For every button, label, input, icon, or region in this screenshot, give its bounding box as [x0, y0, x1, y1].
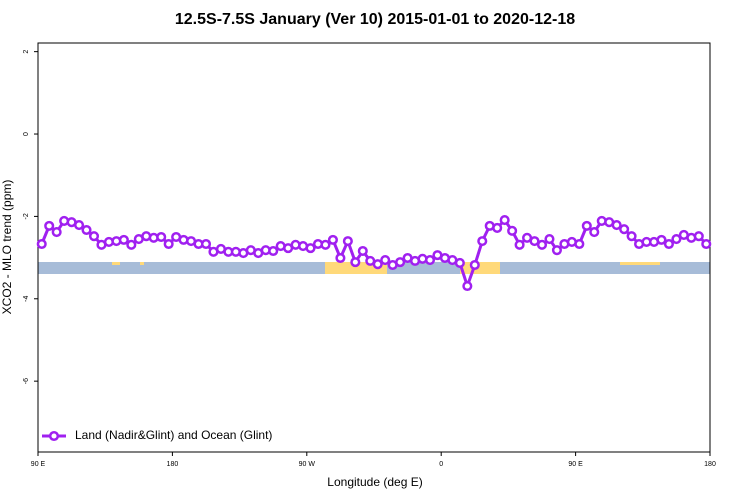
data-point	[656, 234, 667, 245]
data-point	[454, 257, 465, 268]
data-point	[74, 220, 85, 231]
data-point	[611, 220, 622, 231]
data-point	[327, 234, 338, 245]
legend-label: Land (Nadir&Glint) and Ocean (Glint)	[75, 428, 272, 442]
x-axis-label: Longitude (deg E)	[327, 475, 422, 489]
data-point	[395, 257, 406, 268]
data-point	[619, 224, 630, 235]
data-point	[544, 234, 555, 245]
data-point	[536, 239, 548, 250]
y-axis-label: XCO2 - MLO trend (ppm)	[0, 180, 14, 315]
data-point	[574, 238, 585, 250]
x-tick-label: 90 E	[31, 461, 46, 468]
data-point	[514, 239, 525, 250]
x-tick-label: 90 E	[568, 461, 583, 468]
data-point	[492, 222, 503, 233]
y-tick-label: -4	[23, 296, 30, 302]
data-point	[342, 236, 353, 247]
land-ocean-band	[38, 262, 710, 274]
data-point	[335, 252, 346, 264]
legend-marker	[48, 430, 60, 442]
x-tick-label: 180	[167, 461, 179, 468]
x-tick-label: 0	[439, 461, 443, 468]
data-point	[424, 255, 436, 266]
x-tick-label: 90 W	[299, 461, 316, 468]
y-tick-label: -2	[23, 213, 30, 219]
series-line	[40, 217, 708, 291]
data-point	[305, 243, 316, 254]
data-point	[163, 238, 174, 250]
data-point	[118, 234, 129, 245]
y-tick-label: 2	[23, 50, 30, 54]
data-point	[81, 224, 92, 236]
data-point	[701, 238, 712, 250]
data-point	[469, 259, 480, 271]
data-point	[671, 234, 682, 245]
data-point	[380, 255, 391, 266]
data-point	[507, 225, 518, 236]
data-point	[88, 231, 100, 242]
data-point	[357, 245, 368, 257]
data-point	[589, 227, 600, 238]
x-tick-label: 180	[704, 461, 716, 468]
data-point	[126, 239, 137, 250]
data-point	[372, 259, 383, 270]
data-point	[693, 231, 704, 242]
data-point	[663, 238, 674, 250]
data-point	[462, 280, 473, 292]
data-point	[51, 227, 62, 238]
data-point	[477, 236, 488, 247]
data-point	[529, 236, 540, 247]
y-tick-label: -6	[23, 378, 30, 384]
data-point	[581, 220, 592, 231]
data-point	[350, 257, 361, 268]
chart-title: 12.5S-7.5S January (Ver 10) 2015-01-01 t…	[175, 11, 575, 28]
y-tick-label: 0	[23, 132, 30, 136]
data-point	[156, 231, 167, 243]
data-point	[320, 239, 331, 250]
data-point	[626, 231, 637, 242]
data-point	[44, 220, 55, 231]
data-point	[551, 245, 562, 256]
data-point	[36, 238, 47, 250]
data-point	[200, 238, 212, 250]
plot-frame	[37, 42, 711, 453]
data-point	[268, 245, 279, 257]
data-point	[499, 215, 510, 226]
